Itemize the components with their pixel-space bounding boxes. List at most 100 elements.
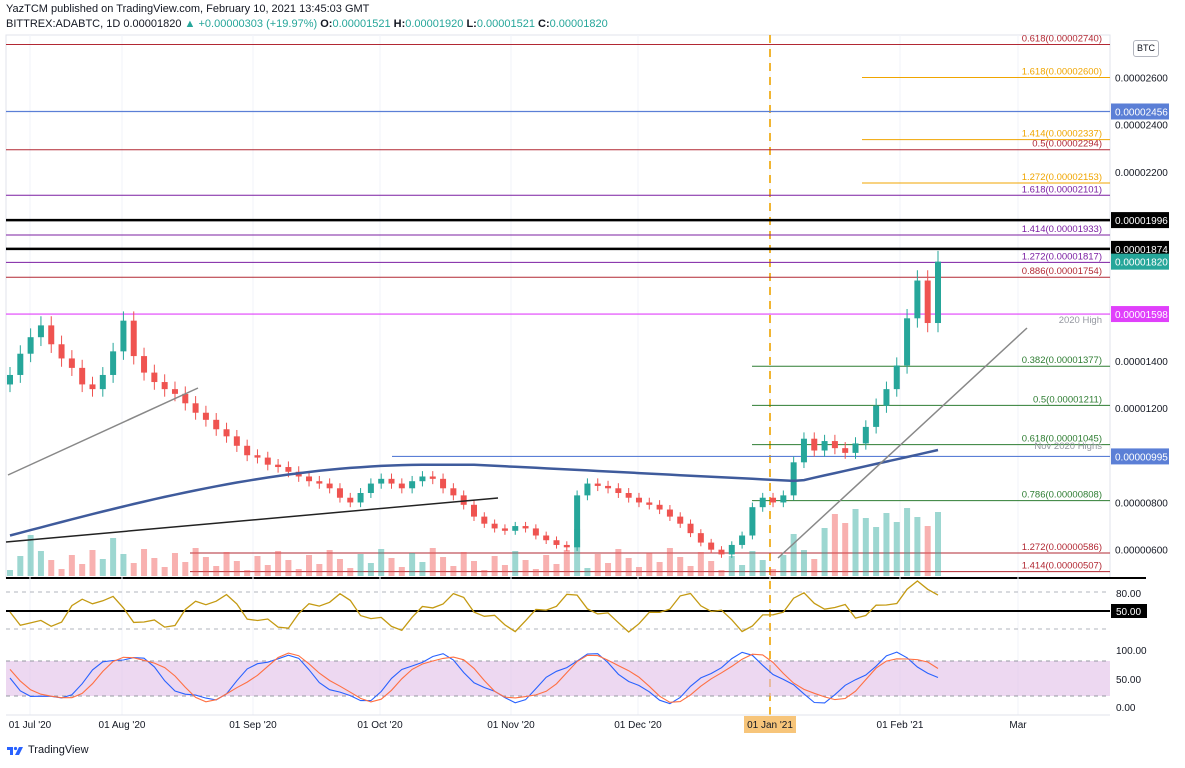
candle-body [440,478,447,489]
candle-body [563,544,570,548]
volume-bar [79,564,86,576]
candle-body [677,516,684,524]
candle-body [471,504,477,517]
volume-bar [563,550,570,576]
volume-bar [574,529,581,576]
candle-body [306,476,313,482]
stoch-band [6,661,1110,696]
volume-bar [120,554,127,576]
volume-bar [821,528,828,576]
volume-bar [842,523,849,576]
price-tag-label: 0.00001874 [1115,245,1168,256]
volume-bar [99,559,106,576]
candle-body [182,393,189,404]
candle-body [151,372,158,383]
candle-body [914,280,921,319]
volume-bar [708,561,715,576]
annotation-2020-high: 2020 High [1059,315,1102,326]
low-label: L: [466,18,477,30]
candle-body [357,493,364,503]
volume-bar [770,569,777,576]
volume-bar [646,553,653,576]
x-tick-label: 01 Oct '20 [357,720,403,731]
candle-body [7,374,13,385]
candle-body [852,443,859,453]
volume-bar [635,567,642,576]
volume-bar [677,557,684,576]
candle-body [419,476,426,482]
volume-bar [924,526,931,576]
candle-body [68,358,75,368]
candle-body [697,533,704,543]
price-tag [1111,103,1169,120]
candle-body [120,320,127,352]
candle-body [904,318,911,366]
footer-brand[interactable]: TradingView [28,744,89,756]
candle-body [244,445,251,456]
fib-label: 0.786(0.00000808) [1022,490,1102,501]
candle-body [656,504,663,510]
fib-label: 0.618(0.00002740) [1022,33,1102,44]
candle-body [873,405,880,427]
volume-bar [914,517,921,576]
candle-body [491,523,498,529]
tradingview-logo-icon [7,746,23,755]
candle-body [367,483,374,494]
currency-badge[interactable]: BTC [1133,40,1159,57]
volume-bar [697,552,704,576]
y-tick-label: 0.00002600 [1115,73,1168,84]
candle-body [213,419,220,430]
candle-body [749,507,756,536]
volume-bar [666,548,673,576]
volume-bar [285,560,292,576]
volume-bar [852,509,859,576]
price-tag-label: 0.00001820 [1115,258,1168,269]
price-tag-label: 0.00002456 [1115,107,1168,118]
candle-body [831,441,838,449]
candle-body [130,320,137,357]
symbol[interactable]: BITTREX:ADABTC, 1D [6,18,121,30]
volume-bar [883,513,890,576]
candle-body [512,526,519,531]
volume-bar [110,538,117,576]
candle-body [450,488,457,496]
volume-bar [491,556,498,576]
open-label: O: [320,18,333,30]
candle-body [264,457,271,465]
volume-bar [58,569,65,576]
fib-label: 1.618(0.00002600) [1022,66,1102,77]
candle-body [605,485,612,489]
high-label: H: [393,18,406,30]
candle-body [285,467,292,472]
volume-bar [656,562,663,576]
fib-label: 0.5(0.00002294) [1032,139,1102,150]
volume-bar [151,558,158,576]
volume-bar [625,558,632,576]
candle-body [171,389,178,394]
candle-body [532,528,539,536]
trendline [777,327,1028,559]
volume-bar [161,567,168,576]
x-tick-label: 01 Jul '20 [9,720,52,731]
candle-body [429,476,436,479]
fib-label: 1.414(0.00002337) [1022,129,1102,140]
volume-bar [398,567,405,576]
candle-body [553,540,560,545]
x-tick-label: 01 Feb '21 [877,720,924,731]
volume-bar [182,562,189,576]
volume-bar [749,551,756,576]
candle-body [223,429,230,437]
volume-bar [893,522,900,576]
stoch-d-line [9,652,939,703]
candle-body [924,280,931,324]
candle-body [161,382,168,390]
volume-bar [605,563,612,576]
fib-label: 0.618(0.00001045) [1022,434,1102,445]
candle-body [79,367,86,385]
volume-bar [873,527,880,576]
y-tick-label: 0.00001200 [1115,404,1168,415]
volume-bar [429,548,436,576]
candle-body [99,374,106,390]
fib-label: 0.5(0.00001211) [1033,394,1102,405]
